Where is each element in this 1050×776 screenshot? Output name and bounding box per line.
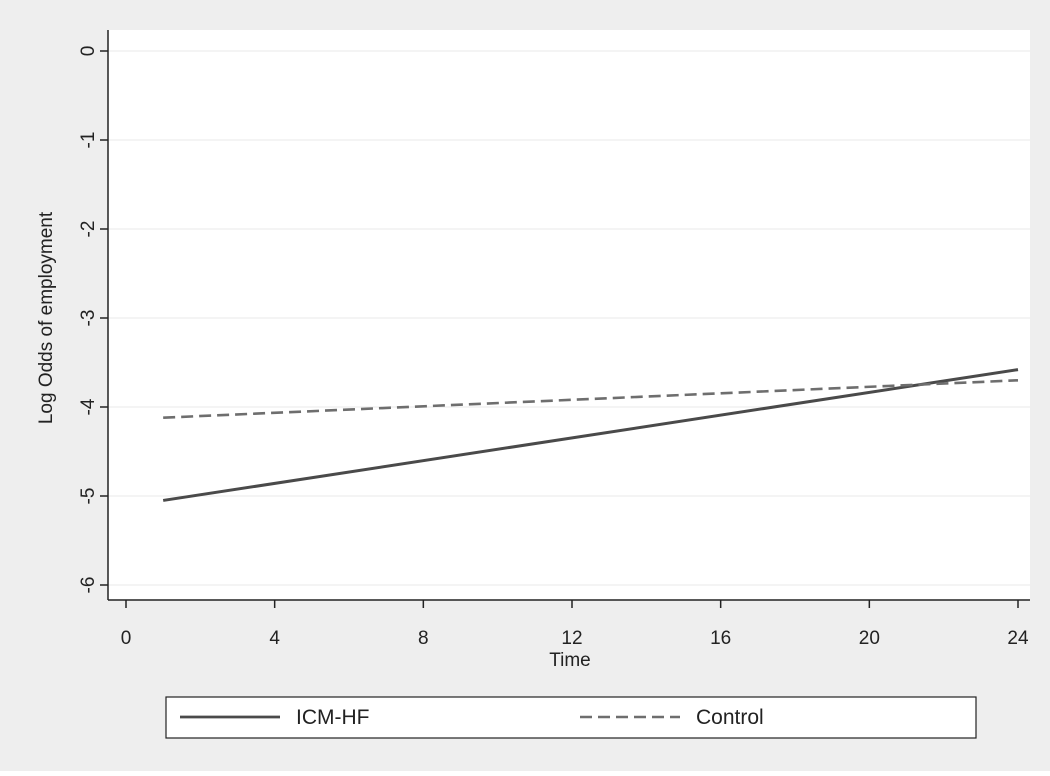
- y-tick-label: -5: [78, 488, 99, 505]
- x-tick-label: 0: [121, 628, 132, 649]
- y-tick-label: -6: [78, 577, 99, 594]
- legend-box: [165, 696, 977, 739]
- x-tick-label: 4: [269, 628, 280, 649]
- gridlines: [108, 50, 1030, 586]
- y-tick-label: 0: [78, 46, 99, 57]
- x-ticks: 0 4 8 12 16 20 24: [121, 600, 1029, 649]
- y-tick-label: -3: [78, 310, 99, 327]
- x-axis-label: Time: [549, 650, 591, 671]
- x-tick-label: 24: [1007, 628, 1029, 649]
- y-tick-label: -1: [78, 132, 99, 149]
- y-ticks: 0 -1 -2 -3 -4 -5 -6: [78, 46, 108, 594]
- series-line-control: [163, 379, 1019, 419]
- legend-label: Control: [696, 706, 764, 729]
- y-tick-label: -2: [78, 221, 99, 238]
- y-tick-label: -4: [78, 398, 99, 415]
- series-line-icm-hf: [162, 368, 1019, 502]
- x-tick-label: 8: [418, 628, 429, 649]
- series-lines: [162, 368, 1019, 502]
- legend: ICM-HF Control: [180, 706, 764, 729]
- y-axis-label: Log Odds of employment: [36, 211, 57, 424]
- plot-area: [108, 30, 1030, 600]
- legend-label: ICM-HF: [296, 706, 369, 729]
- x-tick-label: 20: [859, 628, 880, 649]
- x-tick-label: 12: [561, 628, 582, 649]
- x-tick-label: 16: [710, 628, 731, 649]
